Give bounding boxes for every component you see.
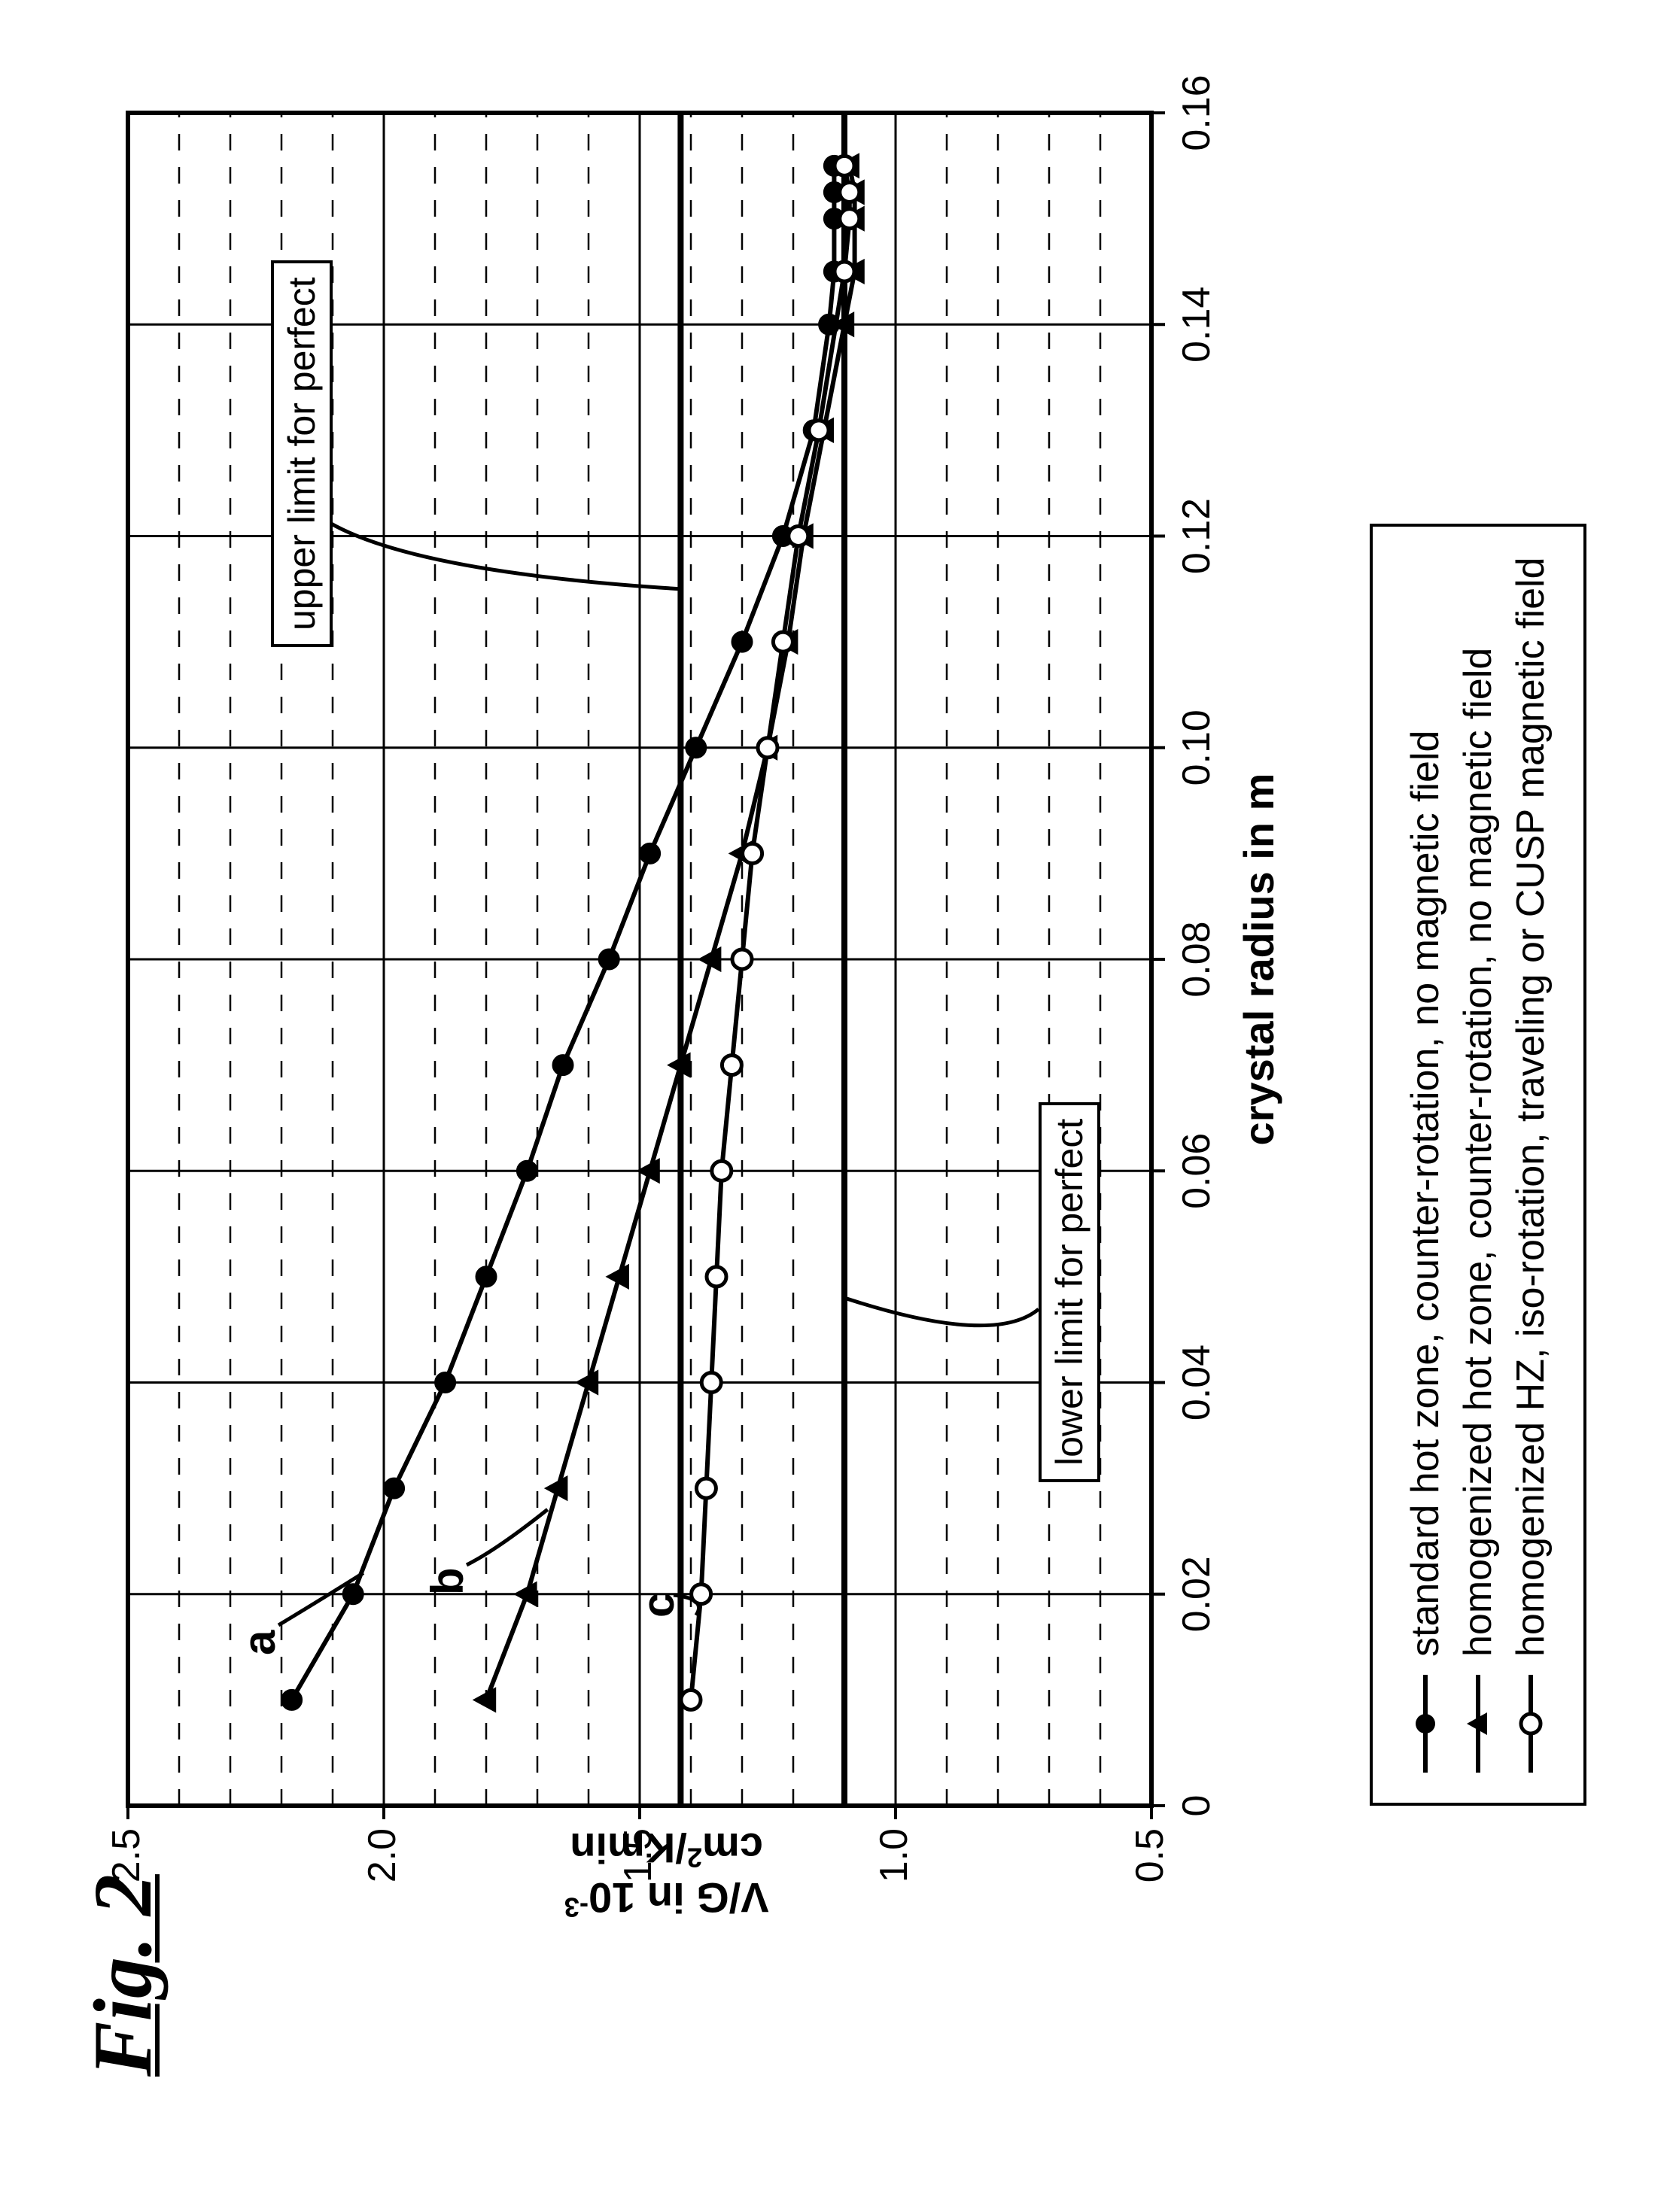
x-tick-label: 0.12 (1174, 495, 1219, 578)
series-c-marker (722, 1056, 741, 1075)
series-b-letter: b (421, 1567, 473, 1595)
lower-limit-callout: lower limit for perfect (1039, 1102, 1100, 1482)
series-c-marker (840, 209, 859, 229)
x-tick-label: 0.14 (1174, 283, 1219, 366)
series-a-marker (282, 1690, 302, 1709)
legend-item-label: standard hot zone, counter-rotation, no … (1403, 731, 1448, 1657)
series-c-marker (712, 1161, 732, 1180)
series-c-marker (707, 1267, 726, 1287)
y-tick-label: 2.0 (360, 1828, 405, 1904)
series-c-marker (758, 738, 777, 758)
series-a-marker (476, 1267, 496, 1287)
legend-item: homogenized hot zone, counter-rotation, … (1456, 557, 1501, 1773)
series-c-marker (840, 182, 859, 202)
filled-circle-icon (1410, 1675, 1440, 1773)
legend-item-label: homogenized hot zone, counter-rotation, … (1456, 648, 1501, 1657)
x-tick-label: 0.10 (1174, 706, 1219, 789)
x-tick-label: 0.04 (1174, 1341, 1219, 1424)
series-c-marker (835, 156, 854, 175)
x-tick-label: 0.16 (1174, 71, 1219, 154)
series-a-marker (385, 1478, 404, 1498)
series-c-marker (696, 1478, 716, 1498)
series-c-marker (732, 950, 752, 969)
x-tick-label: 0.02 (1174, 1553, 1219, 1636)
series-c-marker (743, 843, 762, 863)
series-a-letter: a (233, 1630, 285, 1655)
y-tick-label: 0.5 (1127, 1828, 1173, 1904)
series-c-marker (835, 262, 854, 281)
legend-item: standard hot zone, counter-rotation, no … (1403, 557, 1448, 1773)
series-c-marker (681, 1690, 701, 1709)
series-a-marker (436, 1373, 455, 1393)
legend-item-label: homogenized HZ, iso-rotation, traveling … (1508, 557, 1553, 1657)
open-circle-icon (1516, 1675, 1546, 1773)
series-c-marker (789, 527, 808, 546)
series-c-letter: c (632, 1593, 684, 1618)
series-c-marker (809, 421, 829, 440)
upper-limit-callout: upper limit for perfect (271, 260, 333, 647)
series-a-marker (599, 950, 619, 969)
y-tick-label: 1.0 (871, 1828, 917, 1904)
figure-title: Fig. 2 (75, 1874, 171, 2077)
series-a-marker (343, 1585, 363, 1604)
series-c-marker (692, 1585, 711, 1604)
series-a-marker (686, 738, 706, 758)
x-axis-label: crystal radius in m (1234, 734, 1283, 1185)
y-axis-label: V/G in 10-3 cm2/Kmin (479, 1824, 855, 1922)
y-tick-label: 2.5 (104, 1828, 149, 1904)
x-tick-label: 0.08 (1174, 918, 1219, 1001)
series-a-marker (517, 1161, 537, 1180)
x-tick-label: 0 (1174, 1764, 1219, 1847)
series-a-marker (732, 632, 752, 652)
series-c-marker (701, 1373, 721, 1393)
series-c-marker (773, 632, 792, 652)
legend-item: homogenized HZ, iso-rotation, traveling … (1508, 557, 1553, 1773)
series-a-marker (553, 1056, 573, 1075)
x-tick-label: 0.06 (1174, 1129, 1219, 1212)
filled-triangle-icon (1463, 1675, 1493, 1773)
legend: standard hot zone, counter-rotation, no … (1370, 524, 1586, 1806)
series-a-marker (640, 843, 660, 863)
